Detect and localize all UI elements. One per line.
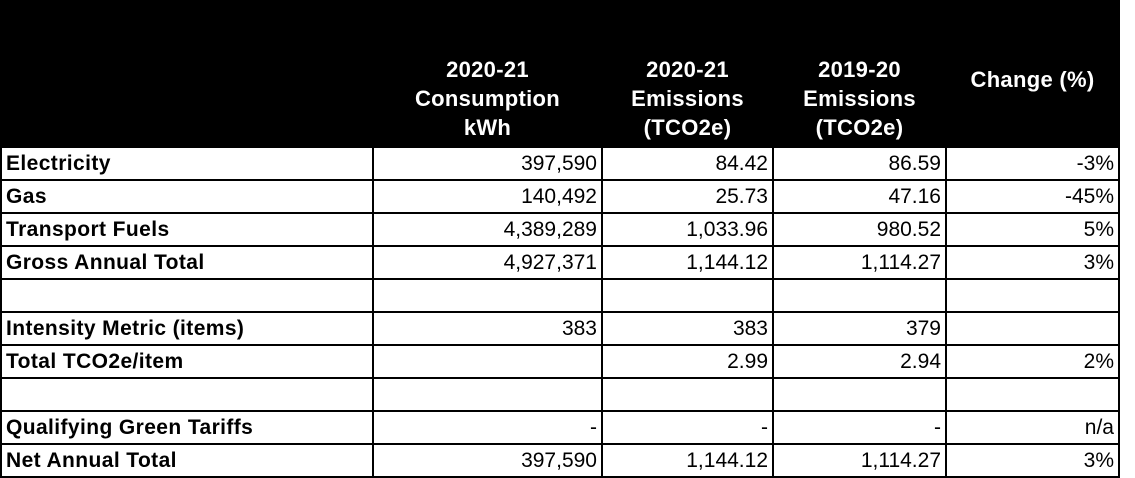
cell-emissions-2019-20: 86.59 xyxy=(772,146,947,181)
row-label: Intensity Metric (items) xyxy=(0,311,374,346)
cell-consumption: 4,389,289 xyxy=(372,212,603,247)
cell-consumption: 383 xyxy=(372,311,603,346)
cell-emissions-2019-20: 1,114.27 xyxy=(772,245,947,280)
header-emissions-2020-21: 2020-21 Emissions (TCO2e) xyxy=(601,0,774,148)
cell-consumption: - xyxy=(372,410,603,445)
cell-emissions-2020-21: 1,033.96 xyxy=(601,212,774,247)
cell-emissions-2020-21: 25.73 xyxy=(601,179,774,214)
table-row-green-tariffs: Qualifying Green Tariffs - - - n/a xyxy=(0,410,1120,445)
header-change-percent: Change (%) xyxy=(945,0,1120,148)
cell-change: n/a xyxy=(945,410,1120,445)
cell-consumption xyxy=(372,344,603,379)
table-header: 2020-21 Consumption kWh 2020-21 Emission… xyxy=(0,0,1120,148)
row-label: Net Annual Total xyxy=(0,443,374,478)
table-row-empty xyxy=(0,278,1120,313)
row-label xyxy=(0,377,374,412)
cell-emissions-2019-20: 47.16 xyxy=(772,179,947,214)
header-line: 2020-21 xyxy=(446,57,529,82)
cell-emissions-2020-21: 1,144.12 xyxy=(601,443,774,478)
row-label xyxy=(0,278,374,313)
header-line: kWh xyxy=(463,115,512,140)
table-row-total-per-item: Total TCO2e/item 2.99 2.94 2% xyxy=(0,344,1120,379)
cell-emissions-2020-21: 84.42 xyxy=(601,146,774,181)
header-line: 2020-21 xyxy=(646,57,729,82)
row-label: Gross Annual Total xyxy=(0,245,374,280)
header-line: 2019-20 xyxy=(818,57,901,82)
cell-change: 3% xyxy=(945,443,1120,478)
cell-emissions-2020-21 xyxy=(601,377,774,412)
table-row-intensity-metric: Intensity Metric (items) 383 383 379 xyxy=(0,311,1120,346)
cell-change: -3% xyxy=(945,146,1120,181)
cell-consumption: 397,590 xyxy=(372,443,603,478)
table-row-net-annual-total: Net Annual Total 397,590 1,144.12 1,114.… xyxy=(0,443,1120,478)
cell-consumption: 397,590 xyxy=(372,146,603,181)
cell-change xyxy=(945,311,1120,346)
table-body: Electricity 397,590 84.42 86.59 -3% Gas … xyxy=(0,146,1120,478)
cell-change xyxy=(945,278,1120,313)
cell-change: 5% xyxy=(945,212,1120,247)
cell-consumption: 140,492 xyxy=(372,179,603,214)
cell-change: 3% xyxy=(945,245,1120,280)
cell-consumption: 4,927,371 xyxy=(372,245,603,280)
row-label: Total TCO2e/item xyxy=(0,344,374,379)
cell-emissions-2020-21: 1,144.12 xyxy=(601,245,774,280)
cell-change: -45% xyxy=(945,179,1120,214)
cell-emissions-2019-20: - xyxy=(772,410,947,445)
table-row-empty xyxy=(0,377,1120,412)
row-label: Transport Fuels xyxy=(0,212,374,247)
table-row-transport-fuels: Transport Fuels 4,389,289 1,033.96 980.5… xyxy=(0,212,1120,247)
cell-emissions-2020-21: - xyxy=(601,410,774,445)
header-consumption-2020-21: 2020-21 Consumption kWh xyxy=(372,0,603,148)
row-label: Qualifying Green Tariffs xyxy=(0,410,374,445)
cell-emissions-2020-21 xyxy=(601,278,774,313)
cell-consumption xyxy=(372,278,603,313)
header-line: (TCO2e) xyxy=(643,115,732,140)
cell-change xyxy=(945,377,1120,412)
cell-emissions-2019-20 xyxy=(772,278,947,313)
cell-emissions-2020-21: 383 xyxy=(601,311,774,346)
table-row-gas: Gas 140,492 25.73 47.16 -45% xyxy=(0,179,1120,214)
cell-change: 2% xyxy=(945,344,1120,379)
header-row: 2020-21 Consumption kWh 2020-21 Emission… xyxy=(0,0,1120,148)
cell-emissions-2019-20: 379 xyxy=(772,311,947,346)
table-row-gross-annual-total: Gross Annual Total 4,927,371 1,144.12 1,… xyxy=(0,245,1120,280)
header-label-column xyxy=(0,0,374,148)
header-emissions-2019-20: 2019-20 Emissions (TCO2e) xyxy=(772,0,947,148)
table-row-electricity: Electricity 397,590 84.42 86.59 -3% xyxy=(0,146,1120,181)
header-line: Emissions xyxy=(631,86,744,111)
row-label: Electricity xyxy=(0,146,374,181)
cell-emissions-2019-20: 1,114.27 xyxy=(772,443,947,478)
cell-emissions-2019-20: 980.52 xyxy=(772,212,947,247)
cell-consumption xyxy=(372,377,603,412)
cell-emissions-2019-20: 2.94 xyxy=(772,344,947,379)
cell-emissions-2019-20 xyxy=(772,377,947,412)
cell-emissions-2020-21: 2.99 xyxy=(601,344,774,379)
row-label: Gas xyxy=(0,179,374,214)
header-line: Emissions xyxy=(803,86,916,111)
header-line: Change (%) xyxy=(970,66,1095,92)
header-line: (TCO2e) xyxy=(815,115,904,140)
header-line: Consumption xyxy=(414,86,561,111)
